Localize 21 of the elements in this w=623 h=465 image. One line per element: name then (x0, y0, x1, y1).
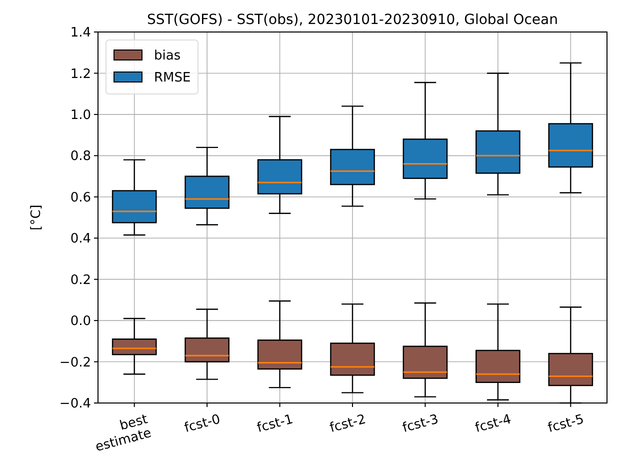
x-tick-label: fcst-2 (328, 412, 368, 436)
chart-title: SST(GOFS) - SST(obs), 20230101-20230910, Global Ocean (146, 12, 558, 28)
y-tick-label: 0.4 (70, 232, 91, 247)
y-tick-label: 0.2 (70, 272, 91, 288)
y-tick-label: −0.4 (59, 396, 91, 412)
y-tick-label: 0.0 (70, 314, 91, 330)
y-axis-title: [°C] (29, 204, 44, 230)
y-tick-label: 0.8 (70, 149, 91, 164)
legend-label: RMSE (154, 70, 191, 86)
y-tick-label: 0.6 (70, 190, 91, 206)
y-tick-label: 1.0 (70, 108, 91, 123)
x-tick-label: best estimate (94, 412, 154, 456)
y-tick-label: 1.4 (70, 26, 91, 41)
x-tick-label: fcst-3 (400, 412, 440, 436)
x-tick-label: fcst-1 (256, 412, 295, 436)
x-tick-label: fcst-0 (182, 412, 222, 436)
y-tick-label: 1.2 (70, 66, 91, 82)
legend-label: bias (154, 48, 181, 64)
x-tick-label: fcst-5 (546, 412, 586, 436)
x-tick-label: fcst-4 (474, 412, 513, 436)
y-tick-label: −0.2 (59, 355, 91, 370)
